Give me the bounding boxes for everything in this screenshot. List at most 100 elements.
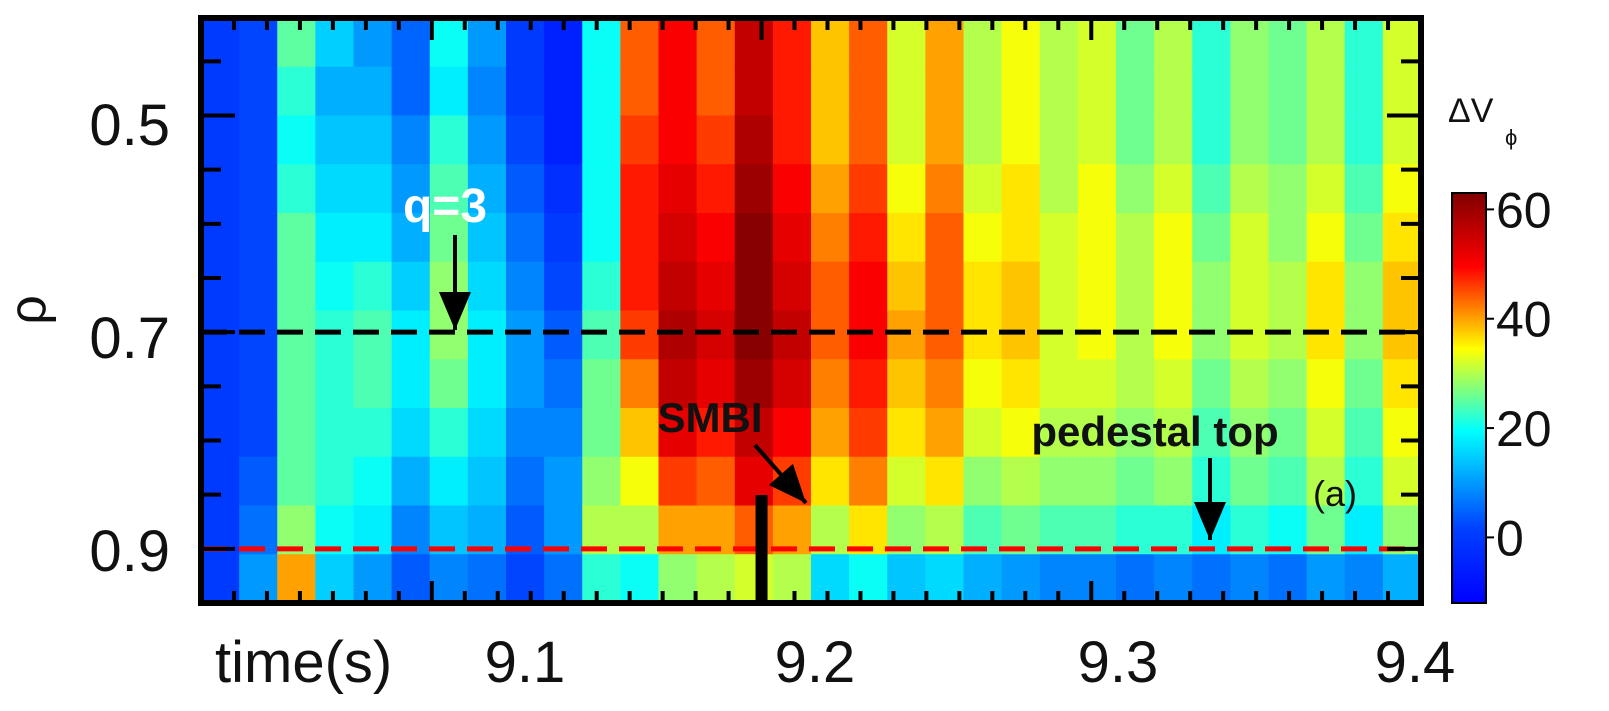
heatmap-cell xyxy=(506,554,545,604)
heatmap-cell xyxy=(353,359,393,409)
heatmap-cell xyxy=(1268,164,1308,214)
heatmap-cell xyxy=(544,261,584,312)
heatmap-cell xyxy=(277,261,317,312)
heatmap-cell xyxy=(963,164,1003,214)
heatmap-cell xyxy=(1306,18,1346,68)
heatmap-cell xyxy=(734,213,774,263)
heatmap-cell xyxy=(277,18,317,68)
x-tick-label-9.4: 9.4 xyxy=(1375,630,1456,695)
heatmap-cell xyxy=(1077,310,1117,361)
heatmap-cell xyxy=(658,18,698,68)
colorbar-ticks: 60 40 20 0 xyxy=(1486,182,1552,566)
heatmap-cell xyxy=(239,456,279,507)
heatmap-cell xyxy=(1116,310,1155,361)
heatmap-cell xyxy=(1116,18,1155,68)
colorbar xyxy=(1451,192,1487,604)
heatmap-cell xyxy=(963,213,1003,263)
heatmap-cell xyxy=(544,408,584,458)
heatmap-cell xyxy=(1268,66,1308,117)
heatmap-cell xyxy=(1344,164,1384,214)
heatmap-cell xyxy=(811,261,850,312)
heatmap-cell xyxy=(696,261,736,312)
heatmap-cell xyxy=(1154,164,1194,214)
heatmap-cell xyxy=(1382,359,1422,409)
smbi-arrow-head xyxy=(768,463,806,503)
heatmap-cell xyxy=(582,261,622,312)
heatmap-cell xyxy=(1154,213,1194,263)
heatmap-cell xyxy=(1039,359,1079,409)
heatmap-cell xyxy=(544,213,584,263)
heatmap-cell xyxy=(1268,213,1308,263)
heatmap-cell xyxy=(1001,310,1041,361)
heatmap-cell xyxy=(1039,115,1079,166)
heatmap-cell xyxy=(963,359,1003,409)
heatmap-cell xyxy=(1268,310,1308,361)
heatmap-cell xyxy=(353,66,393,117)
heatmap-cell xyxy=(1230,164,1270,214)
heatmap-cell xyxy=(391,213,431,263)
heatmap-cell xyxy=(506,18,545,68)
heatmap-cell xyxy=(849,456,889,507)
heatmap-cell xyxy=(239,164,279,214)
heatmap-cell xyxy=(1077,66,1117,117)
y-tick-label-0.7: 0.7 xyxy=(89,306,170,371)
heatmap-cell xyxy=(239,359,279,409)
heatmap-cell xyxy=(277,359,317,409)
heatmap-cell xyxy=(734,310,774,361)
heatmap-cell xyxy=(734,456,774,507)
heatmap-cell xyxy=(1268,408,1308,458)
heatmap-cell xyxy=(925,213,965,263)
heatmap-cell xyxy=(734,408,774,458)
heatmap-cell xyxy=(429,408,469,458)
heatmap-cell xyxy=(391,164,431,214)
heatmap-cell xyxy=(391,310,431,361)
heatmap-cell xyxy=(1039,261,1079,312)
heatmap-cell xyxy=(1230,18,1270,68)
heatmap-cell xyxy=(811,408,850,458)
heatmap-cell xyxy=(1268,456,1308,507)
heatmap-cell xyxy=(772,18,812,68)
heatmap-cell xyxy=(734,554,774,604)
heatmap-cell xyxy=(1077,261,1117,312)
heatmap-cell xyxy=(353,310,393,361)
colorbar-tick-label: 20 xyxy=(1496,401,1552,457)
y-tick-label-0.9: 0.9 xyxy=(89,519,170,584)
heatmap-cell xyxy=(1039,310,1079,361)
heatmap-cell xyxy=(1116,554,1155,604)
heatmap-cell xyxy=(1001,456,1041,507)
heatmap-cell xyxy=(239,408,279,458)
heatmap-cell xyxy=(582,66,622,117)
heatmap-cell xyxy=(506,213,545,263)
heatmap-cell xyxy=(887,213,927,263)
heatmap-cell xyxy=(772,213,812,263)
heatmap-cell xyxy=(467,310,507,361)
heatmap-cell xyxy=(1382,408,1422,458)
heatmap-cell xyxy=(201,456,240,507)
heatmap-cell xyxy=(1001,18,1041,68)
heatmap-cell xyxy=(239,18,279,68)
heatmap-cell xyxy=(734,261,774,312)
heatmap-cell xyxy=(1192,213,1232,263)
heatmap-cell xyxy=(1192,164,1232,214)
heatmap-cell xyxy=(1077,408,1117,458)
heatmap-cell xyxy=(1077,359,1117,409)
heatmap-cell xyxy=(734,18,774,68)
heatmap-cell xyxy=(811,456,850,507)
heatmap-cell xyxy=(582,115,622,166)
heatmap-cell xyxy=(315,164,355,214)
heatmap-cell xyxy=(277,213,317,263)
heatmap-cell xyxy=(963,18,1003,68)
heatmap-cell xyxy=(391,456,431,507)
heatmap-cell xyxy=(887,261,927,312)
heatmap-cell xyxy=(1116,261,1155,312)
heatmap-cell xyxy=(1306,261,1346,312)
heatmap-cell xyxy=(201,213,240,263)
heatmap-cell xyxy=(963,310,1003,361)
heatmap-cell xyxy=(353,554,393,604)
heatmap-cell xyxy=(1344,18,1384,68)
heatmap-cell xyxy=(925,66,965,117)
heatmap-cell xyxy=(1344,456,1384,507)
heatmap-cell xyxy=(429,359,469,409)
